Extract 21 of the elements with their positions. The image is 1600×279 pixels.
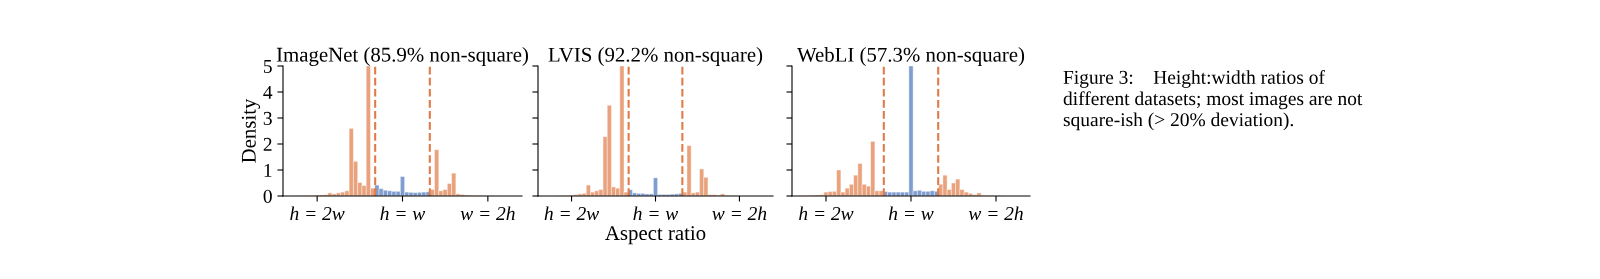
x-tick-label: h = w [380,206,426,221]
x-tick-label: w = 2h [460,206,515,221]
chart-title: LVIS (92.2% non-square) [548,47,763,66]
x-axis-title: Aspect ratio [605,226,706,245]
chart-title: ImageNet (85.9% non-square) [276,47,528,66]
x-tick-label: h = 2w [544,206,600,221]
x-tick-label: h = w [633,206,679,221]
x-tick-label: w = 2h [968,206,1023,221]
y-tick-label: 4 [263,85,273,99]
x-tick-label: h = 2w [799,206,854,221]
caption: Figure 3: Height:width ratios of different datasets; most images are not square-ish (> 20% deviation). [1063,70,1363,131]
y-axis-title: Density [241,98,261,163]
y-tick-label: 1 [264,163,272,177]
x-tick-label: h = 2w [290,206,345,221]
x-tick-label: h = w [888,206,934,221]
x-tick-label: w = 2h [712,206,767,221]
y-tick-label: 3 [263,111,272,125]
y-tick-label: 2 [263,137,272,151]
y-tick-label: 0 [263,189,272,203]
chart-title: WebLI (57.3% non-square) [797,47,1025,66]
y-tick-label: 5 [263,60,272,73]
